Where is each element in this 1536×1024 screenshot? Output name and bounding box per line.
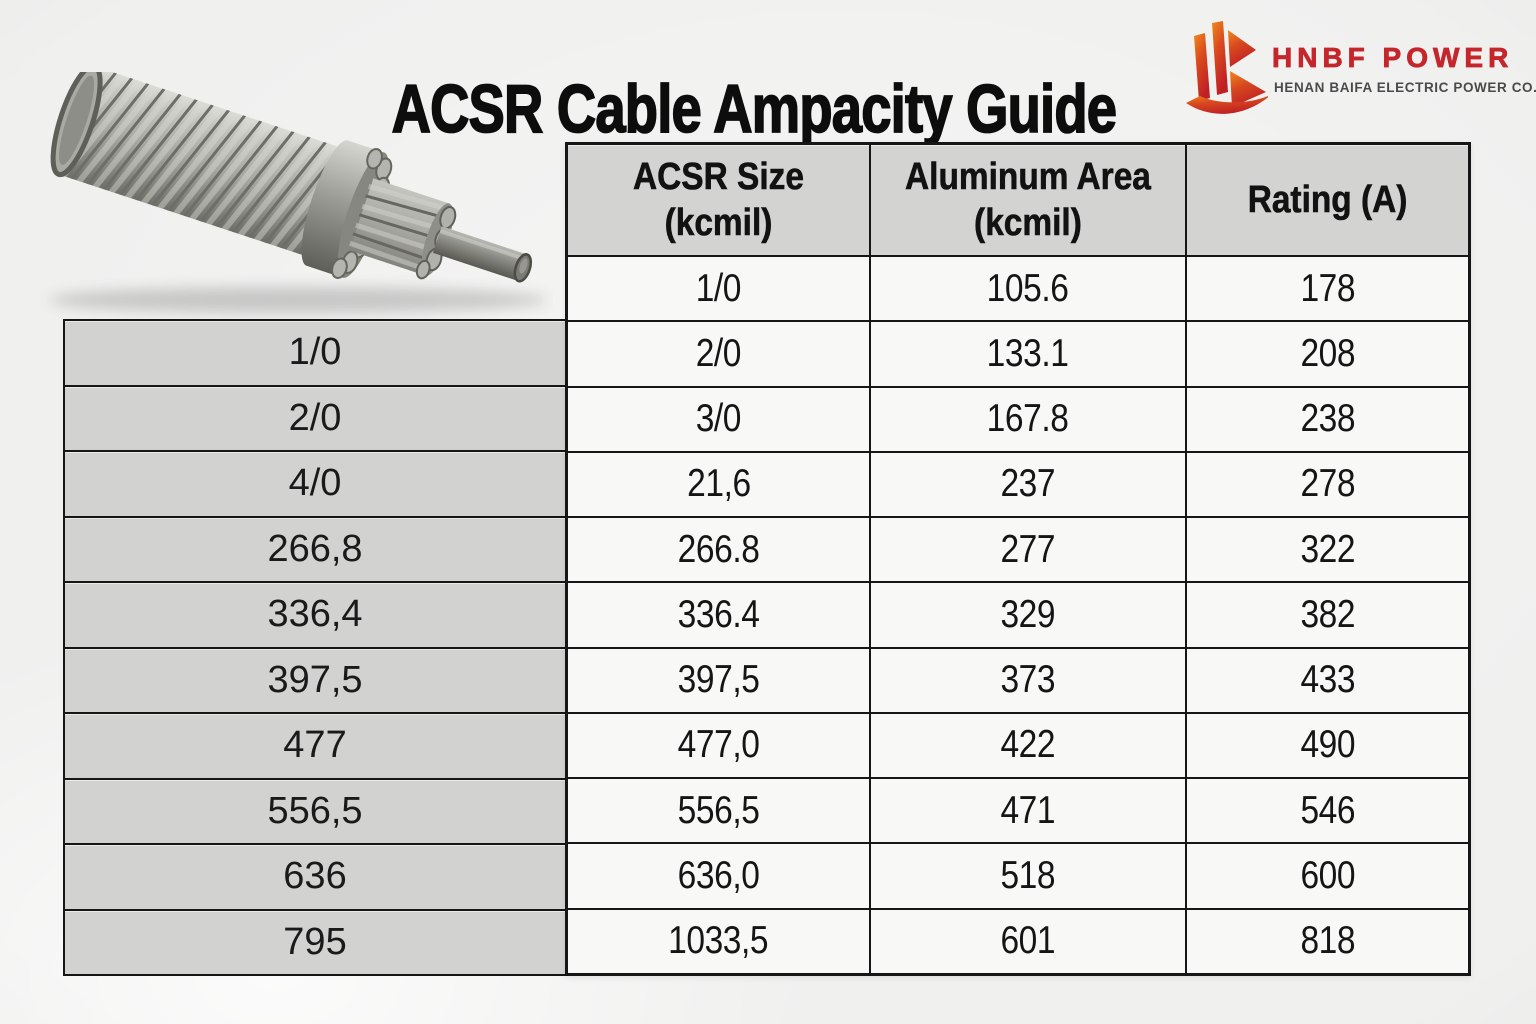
table-row: 336.4 329 382 <box>568 581 1468 647</box>
side-size-value: 336,4 <box>267 593 363 636</box>
side-size-value: 4/0 <box>288 462 342 505</box>
cell-acsr-size: 1033,5 <box>668 919 769 963</box>
cell-aluminum-area: 422 <box>868 713 1185 778</box>
cell-rating: 433 <box>1184 648 1468 712</box>
side-size-value: 477 <box>283 724 347 767</box>
table-row: 3/0 167.8 238 <box>568 385 1468 451</box>
cell-aluminum-area: 237 <box>868 452 1185 517</box>
cell-aluminum-area: 373 <box>868 648 1185 712</box>
table-row: 2/0 133.1 208 <box>568 320 1468 386</box>
ampacity-table: ACSR Size (kcmil) Aluminum Area (kcmil) … <box>565 142 1471 976</box>
side-size-cell: 336,4 <box>65 581 565 647</box>
side-size-cell: 1/0 <box>65 321 565 385</box>
side-size-value: 636 <box>283 855 347 898</box>
cell-rating: 238 <box>1184 387 1468 451</box>
table-body: 1/0 105.6 178 2/0 133.1 208 3/0 167.8 23… <box>568 257 1468 973</box>
header-aluminum-area: Aluminum Area (kcmil) <box>868 145 1185 255</box>
cell-acsr-size: 266.8 <box>677 527 760 571</box>
cell-rating: 490 <box>1184 713 1468 778</box>
page-title-text: ACSR Cable Ampacity Guide <box>391 70 1118 148</box>
cell-aluminum-area: 471 <box>868 779 1185 843</box>
logo-subtitle: HENAN BAIFA ELECTRIC POWER CO.,LTD <box>1274 80 1536 95</box>
side-size-cell: 636 <box>65 843 565 909</box>
cell-aluminum-area: 105.6 <box>868 257 1185 321</box>
cell-rating: 818 <box>1184 909 1468 973</box>
cell-acsr-size: 477,0 <box>677 723 760 767</box>
table-row: 266.8 277 322 <box>568 516 1468 582</box>
side-size-cell: 2/0 <box>65 384 565 450</box>
cell-rating: 322 <box>1184 518 1468 582</box>
table-row: 1/0 105.6 178 <box>568 257 1468 321</box>
side-size-cell: 477 <box>65 712 565 778</box>
side-size-cell: 266,8 <box>65 515 565 581</box>
side-size-cell: 4/0 <box>65 450 565 516</box>
side-size-value: 397,5 <box>267 658 363 701</box>
table-row: 556,5 471 546 <box>568 777 1468 843</box>
cell-acsr-size: 556,5 <box>677 788 760 832</box>
cell-aluminum-area: 518 <box>868 844 1185 908</box>
cell-rating: 382 <box>1184 583 1468 647</box>
cell-acsr-size: 21,6 <box>686 462 751 506</box>
side-size-value: 1/0 <box>288 331 342 374</box>
header-acsr-size: ACSR Size (kcmil) <box>633 155 804 244</box>
side-size-value: 2/0 <box>288 396 342 439</box>
hnbf-logo-icon <box>1186 21 1268 114</box>
side-size-cell: 397,5 <box>65 646 565 712</box>
cell-aluminum-area: 329 <box>868 583 1185 647</box>
table-row: 397,5 373 433 <box>568 646 1468 712</box>
cell-aluminum-area: 277 <box>868 518 1185 582</box>
cell-acsr-size: 397,5 <box>677 658 760 702</box>
company-logo: HNBF POWER HENAN BAIFA ELECTRIC POWER CO… <box>1180 4 1536 120</box>
logo-name: HNBF POWER <box>1272 42 1514 74</box>
side-size-cell: 556,5 <box>65 777 565 843</box>
cell-acsr-size: 636,0 <box>677 854 760 898</box>
table-row: 636,0 518 600 <box>568 842 1468 908</box>
cell-rating: 600 <box>1184 844 1468 908</box>
page-title: ACSR Cable Ampacity Guide <box>0 70 1508 148</box>
table-header-row: ACSR Size (kcmil) Aluminum Area (kcmil) … <box>568 145 1468 257</box>
cell-aluminum-area: 167.8 <box>868 387 1185 451</box>
cell-acsr-size: 3/0 <box>695 397 742 441</box>
table-row: 477,0 422 490 <box>568 711 1468 778</box>
table-row: 21,6 237 278 <box>568 450 1468 517</box>
cell-rating: 208 <box>1184 322 1468 386</box>
cell-acsr-size: 336.4 <box>677 592 760 636</box>
cable-illustration <box>48 63 548 313</box>
side-size-value: 795 <box>283 920 347 963</box>
cell-rating: 278 <box>1184 452 1468 517</box>
cell-rating: 178 <box>1184 257 1468 321</box>
cable-photo <box>8 63 553 322</box>
table-row: 1033,5 601 818 <box>568 907 1468 973</box>
cell-acsr-size: 2/0 <box>695 331 742 375</box>
side-size-value: 266,8 <box>267 527 363 570</box>
cell-aluminum-area: 601 <box>868 909 1185 973</box>
cell-aluminum-area: 133.1 <box>868 322 1185 386</box>
header-rating: Rating (A) <box>1184 145 1468 255</box>
side-size-cell: 795 <box>65 908 565 974</box>
side-size-value: 556,5 <box>267 789 363 832</box>
side-size-column: 1/0 2/0 4/0 266,8 336,4 397,5 477 556,5 … <box>63 319 565 976</box>
cell-rating: 546 <box>1184 779 1468 843</box>
cell-acsr-size: 1/0 <box>695 266 742 310</box>
